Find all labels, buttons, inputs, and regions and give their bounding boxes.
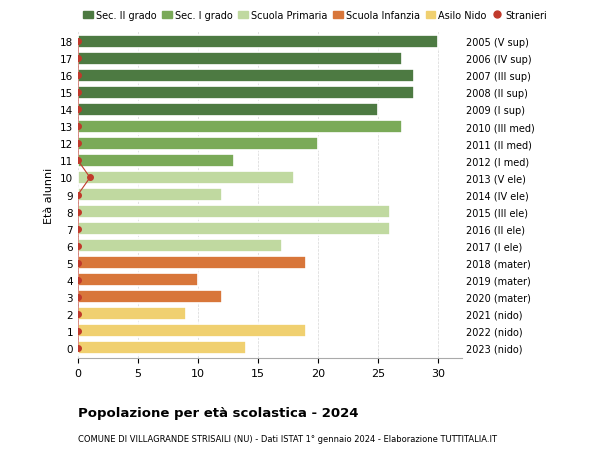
Bar xyxy=(78,223,390,235)
Bar xyxy=(78,121,402,134)
Bar xyxy=(78,53,402,66)
Bar xyxy=(78,70,414,83)
Bar xyxy=(78,324,306,337)
Y-axis label: Età alunni: Età alunni xyxy=(44,167,55,223)
Bar xyxy=(78,155,234,168)
Text: COMUNE DI VILLAGRANDE STRISAILI (NU) - Dati ISTAT 1° gennaio 2024 - Elaborazione: COMUNE DI VILLAGRANDE STRISAILI (NU) - D… xyxy=(78,434,497,443)
Bar xyxy=(78,138,318,151)
Bar xyxy=(78,206,390,218)
Bar xyxy=(78,240,282,252)
Bar xyxy=(78,36,438,49)
Text: Popolazione per età scolastica - 2024: Popolazione per età scolastica - 2024 xyxy=(78,406,359,419)
Bar xyxy=(78,273,198,286)
Bar xyxy=(78,307,186,320)
Bar xyxy=(78,87,414,100)
Bar xyxy=(78,189,222,202)
Bar xyxy=(78,104,378,117)
Bar xyxy=(78,172,294,185)
Bar xyxy=(78,256,306,269)
Bar xyxy=(78,341,246,354)
Legend: Sec. II grado, Sec. I grado, Scuola Primaria, Scuola Infanzia, Asilo Nido, Stran: Sec. II grado, Sec. I grado, Scuola Prim… xyxy=(83,11,547,21)
Bar xyxy=(78,290,222,303)
